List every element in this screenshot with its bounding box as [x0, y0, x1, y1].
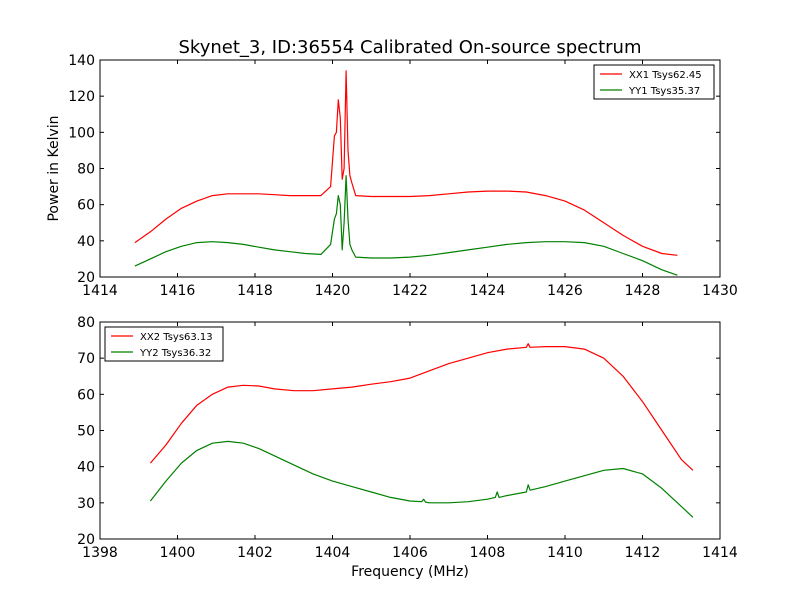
bottom-legend-label-yy2: YY2 Tsys36.32 [139, 348, 211, 359]
top-y-tick-label: 140 [68, 53, 95, 69]
top-x-tick-label: 1414 [82, 283, 118, 299]
top-x-tick-label: 1416 [160, 283, 196, 299]
bottom-legend: XX2 Tsys63.13 YY2 Tsys36.32 [104, 326, 224, 362]
bottom-x-tick-label: 1400 [160, 545, 196, 561]
x-axis-label: Frequency (MHz) [351, 564, 469, 580]
bottom-y-tick-label: 70 [77, 351, 95, 367]
top-series-line-1 [134, 70, 678, 256]
bottom-x-tick-label: 1398 [82, 545, 118, 561]
bottom-y-tick-label: 80 [77, 315, 95, 331]
bottom-series-line-1 [149, 343, 694, 471]
top-x-tick-label: 1424 [470, 283, 506, 299]
top-x-tick-label: 1420 [315, 283, 351, 299]
top-panel: 1414 1416 1418 1420 1422 1424 1426 1428 1430 20 40… [46, 53, 738, 299]
bottom-x-tick-label: 1406 [392, 545, 428, 561]
top-ticks-group: 1414 1416 1418 1420 1422 1424 1426 1428 1430 20 40… [68, 53, 738, 299]
top-y-tick-label: 20 [77, 270, 95, 286]
bottom-series-group [149, 343, 694, 518]
bottom-x-tick-label: 1410 [547, 545, 583, 561]
top-legend-box [593, 64, 715, 100]
top-y-tick-label: 100 [68, 125, 95, 141]
top-x-tick-label: 1422 [392, 283, 428, 299]
top-y-axis-label: Power in Kelvin [46, 115, 62, 221]
bottom-series-line-2 [149, 440, 694, 518]
bottom-x-tick-label: 1404 [315, 545, 351, 561]
top-y-tick-label: 120 [68, 89, 95, 105]
bottom-x-tick-label: 1412 [625, 545, 661, 561]
bottom-legend-label-xx2: XX2 Tsys63.13 [140, 332, 213, 343]
bottom-x-tick-label: 1402 [237, 545, 273, 561]
top-x-tick-label: 1418 [237, 283, 273, 299]
top-y-tick-label: 40 [77, 234, 95, 250]
top-legend: XX1 Tsys62.45 YY1 Tsys35.37 [593, 64, 715, 100]
bottom-x-tick-label: 1414 [702, 545, 738, 561]
chart-title: Skynet_3, ID:36554 Calibrated On-source … [179, 37, 642, 58]
top-x-tick-label: 1430 [702, 283, 738, 299]
top-y-tick-label: 80 [77, 162, 95, 178]
bottom-y-tick-label: 30 [77, 496, 95, 512]
bottom-y-tick-label: 60 [77, 387, 95, 403]
bottom-panel: 1398 1400 1402 1404 1406 1408 1410 1412 1414 20 30… [77, 315, 738, 580]
bottom-y-tick-label: 50 [77, 424, 95, 440]
bottom-y-tick-label: 20 [77, 532, 95, 548]
bottom-legend-box [104, 326, 224, 362]
bottom-x-tick-label: 1408 [470, 545, 506, 561]
top-legend-label-xx1: XX1 Tsys62.45 [629, 70, 702, 81]
bottom-ticks-group: 1398 1400 1402 1404 1406 1408 1410 1412 1414 20 30… [77, 315, 738, 561]
top-x-tick-label: 1428 [625, 283, 661, 299]
top-series-line-2 [134, 175, 678, 276]
top-y-tick-label: 60 [77, 198, 95, 214]
top-legend-label-yy1: YY1 Tsys35.37 [628, 86, 700, 97]
top-series-group [134, 70, 678, 276]
bottom-y-tick-label: 40 [77, 460, 95, 476]
top-x-tick-label: 1426 [547, 283, 583, 299]
